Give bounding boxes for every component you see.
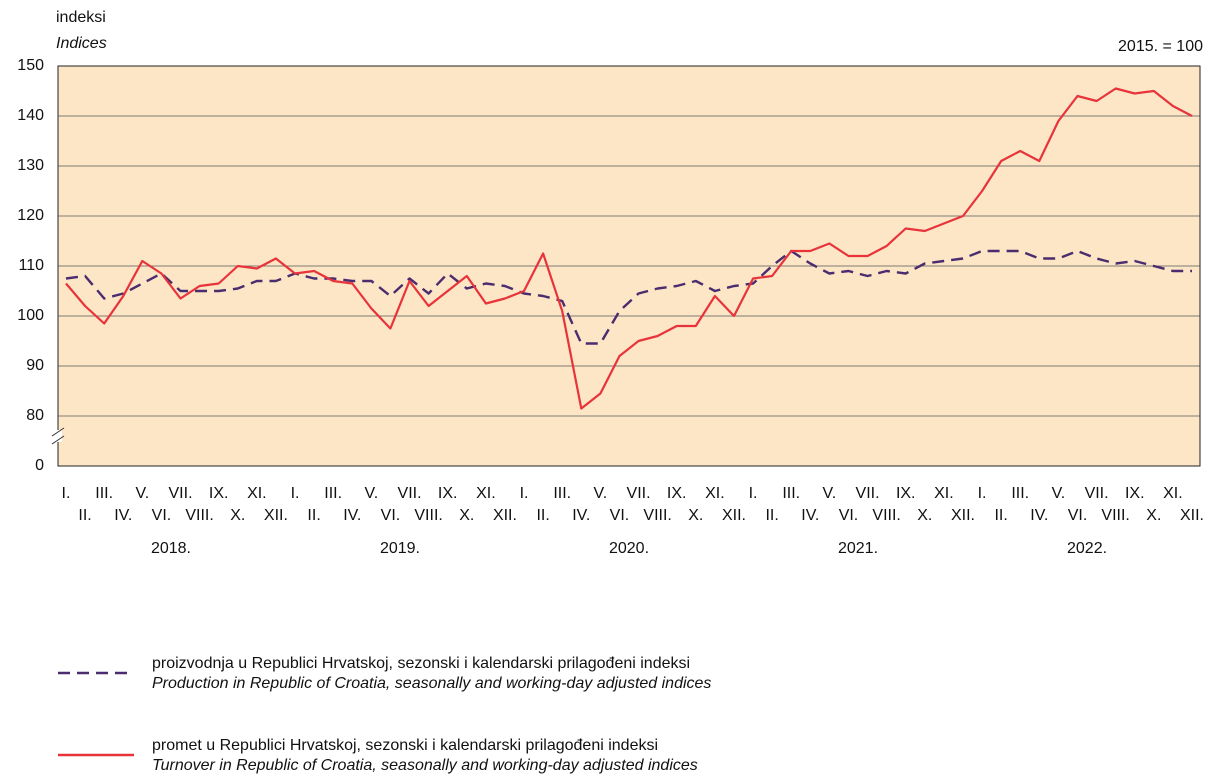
x-tick-label: VI. [381, 507, 401, 524]
y-tick-label: 120 [17, 207, 44, 224]
x-tick-label: IX. [667, 485, 687, 502]
x-tick-label: II. [994, 507, 1007, 524]
y-tick-label: 150 [17, 57, 44, 74]
x-tick-label: IV. [801, 507, 819, 524]
x-tick-label: X. [1146, 507, 1161, 524]
x-tick-label: XII. [1180, 507, 1204, 524]
x-tick-label: I. [62, 485, 71, 502]
x-tick-label: V. [136, 485, 150, 502]
axis-break-gap [54, 430, 62, 442]
x-tick-label: VII. [169, 485, 193, 502]
x-tick-label: VI. [152, 507, 172, 524]
y-tick-label: 130 [17, 157, 44, 174]
x-tick-label: V. [823, 485, 837, 502]
series-line [65, 87, 1193, 410]
x-tick-label: III. [95, 485, 113, 502]
y-tick-label: 80 [26, 407, 44, 424]
axis-break [51, 435, 65, 445]
x-tick-label: IX. [209, 485, 229, 502]
x-tick-label: XII. [493, 507, 517, 524]
legend-label: promet u Republici Hrvatskoj, sezonski i… [152, 737, 658, 754]
x-tick-label: IX. [438, 485, 458, 502]
x-tick-label: V. [594, 485, 608, 502]
x-tick-label: VII. [856, 485, 880, 502]
x-tick-label: I. [749, 485, 758, 502]
x-tick-label: VI. [839, 507, 859, 524]
x-tick-label: II. [307, 507, 320, 524]
x-tick-label: V. [365, 485, 379, 502]
x-tick-label: VIII. [643, 507, 671, 524]
x-tick-label: IV. [114, 507, 132, 524]
x-tick-label: VI. [1068, 507, 1088, 524]
x-tick-label: X. [230, 507, 245, 524]
x-tick-label: VIII. [414, 507, 442, 524]
x-tick-label: XII. [264, 507, 288, 524]
year-label: 2022. [1067, 540, 1107, 557]
x-tick-label: IX. [1125, 485, 1145, 502]
x-tick-label: IV. [572, 507, 590, 524]
x-tick-label: VII. [398, 485, 422, 502]
x-tick-label: XI. [934, 485, 954, 502]
x-tick-label: IV. [1030, 507, 1048, 524]
x-tick-label: VII. [1085, 485, 1109, 502]
x-tick-label: I. [520, 485, 529, 502]
x-tick-label: XII. [951, 507, 975, 524]
x-tick-label: VI. [610, 507, 630, 524]
x-tick-label: II. [765, 507, 778, 524]
x-tick-label: VIII. [872, 507, 900, 524]
y-tick-label: 100 [17, 307, 44, 324]
base-note: 2015. = 100 [1118, 38, 1203, 55]
x-tick-label: II. [536, 507, 549, 524]
x-tick-label: X. [459, 507, 474, 524]
year-label: 2020. [609, 540, 649, 557]
x-tick-label: I. [291, 485, 300, 502]
series-line [65, 249, 1192, 345]
plot-border [57, 65, 1201, 467]
x-tick-label: VII. [627, 485, 651, 502]
x-tick-label: VIII. [1101, 507, 1129, 524]
x-tick-label: X. [917, 507, 932, 524]
y-tick-label: 110 [18, 257, 44, 274]
x-tick-label: I. [978, 485, 987, 502]
x-tick-label: V. [1052, 485, 1066, 502]
x-tick-label: VIII. [185, 507, 213, 524]
x-tick-label: X. [688, 507, 703, 524]
year-label: 2019. [380, 540, 420, 557]
legend-label-en: Production in Republic of Croatia, seaso… [152, 675, 711, 692]
x-tick-label: IV. [343, 507, 361, 524]
axis-break [51, 427, 65, 437]
x-tick-label: XI. [476, 485, 496, 502]
x-tick-label: III. [324, 485, 342, 502]
legend-label-en: Turnover in Republic of Croatia, seasona… [152, 757, 698, 774]
year-label: 2018. [151, 540, 191, 557]
legend-label: proizvodnja u Republici Hrvatskoj, sezon… [152, 655, 690, 672]
x-tick-label: II. [78, 507, 91, 524]
y-tick-label: 90 [26, 357, 44, 374]
x-tick-label: XI. [247, 485, 267, 502]
y-unit-label-en: Indices [56, 35, 107, 52]
x-tick-label: III. [782, 485, 800, 502]
x-tick-label: XI. [1163, 485, 1183, 502]
y-tick-label: 0 [35, 457, 44, 474]
x-tick-label: III. [553, 485, 571, 502]
y-tick-label: 140 [17, 107, 44, 124]
x-tick-label: IX. [896, 485, 916, 502]
x-tick-label: III. [1011, 485, 1029, 502]
year-label: 2021. [838, 540, 878, 557]
x-tick-label: XI. [705, 485, 725, 502]
y-unit-label: indeksi [56, 9, 106, 26]
x-tick-label: XII. [722, 507, 746, 524]
